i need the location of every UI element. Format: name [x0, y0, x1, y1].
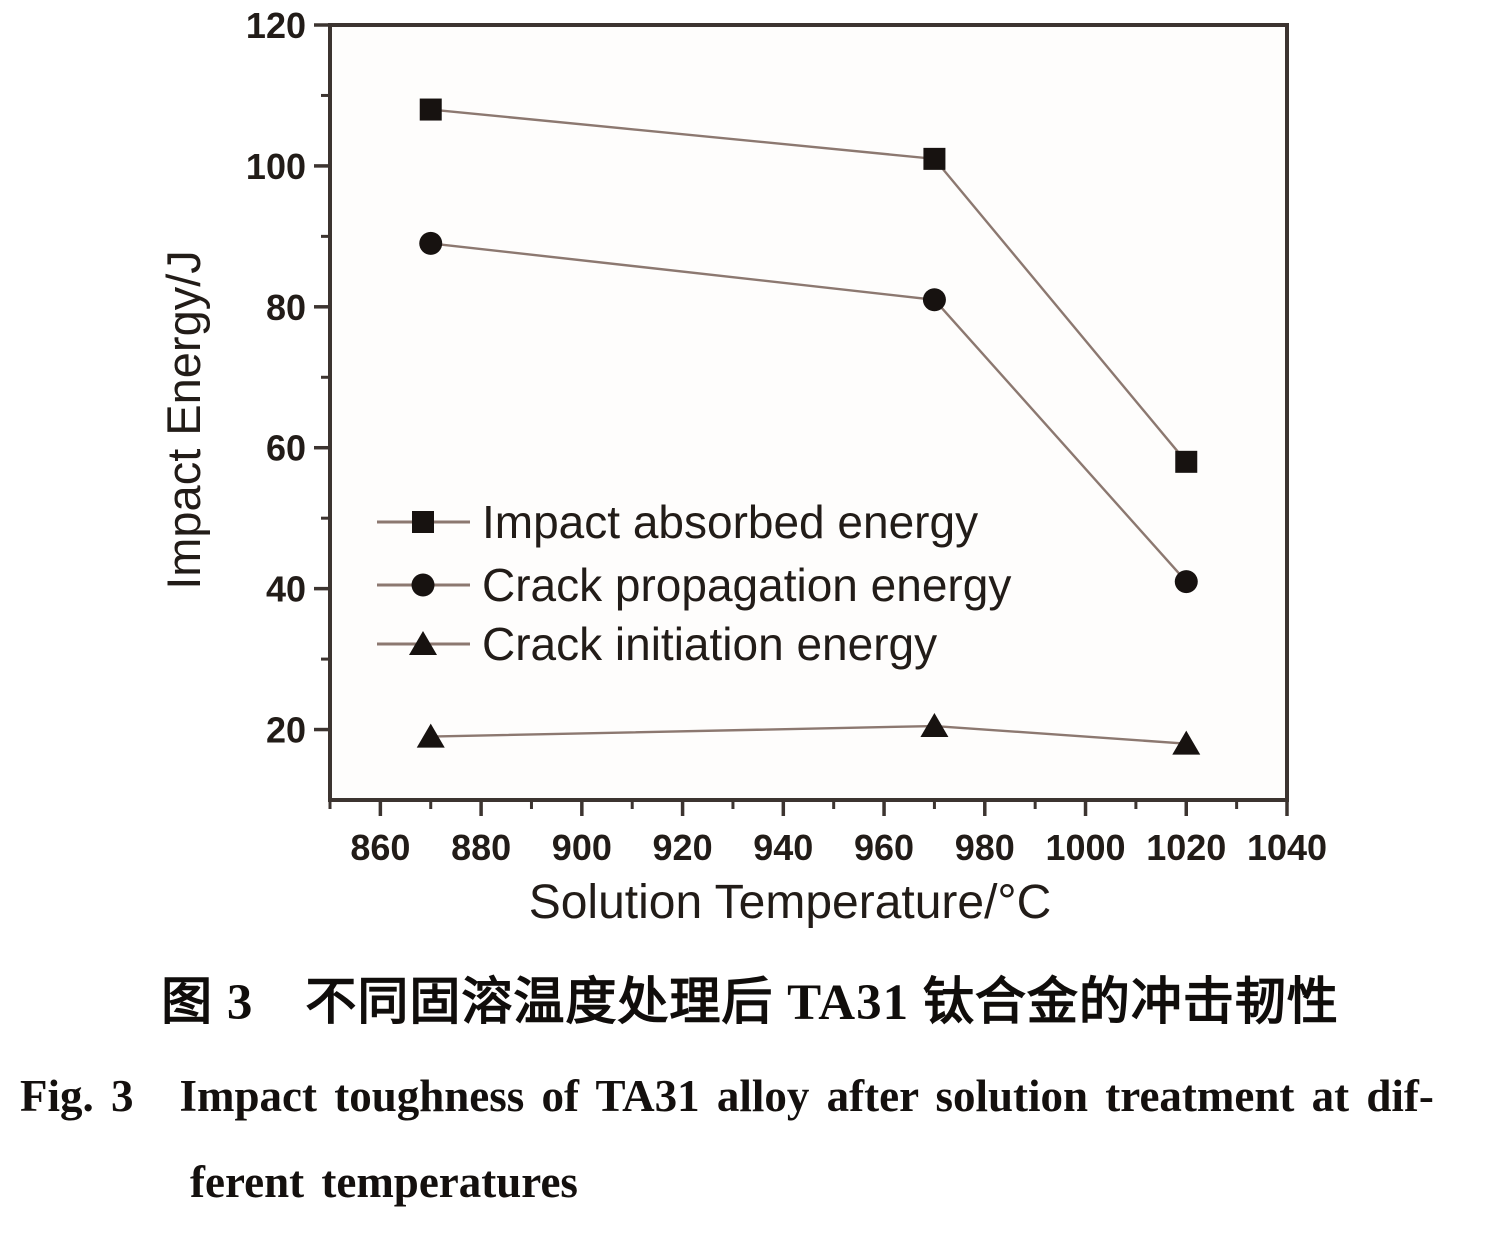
impact-energy-chart: 860 880 900 920 940 960 980 1000 1020 1040 20 40 60 8…	[157, 5, 1327, 929]
marker-circle-crack-propagation-energy	[1174, 570, 1198, 594]
y-axis-label: Impact Energy/J	[157, 250, 210, 590]
x-tick-label: 940	[753, 827, 813, 868]
x-tick-label: 880	[451, 827, 511, 868]
x-tick-label: 1020	[1146, 827, 1226, 868]
marker-square-impact-absorbed-energy	[1175, 450, 1198, 473]
caption-chinese: 图 3 不同固溶温度处理后 TA31 钛合金的冲击韧性	[161, 975, 1339, 1031]
caption-english-line1: Fig. 3 Impact toughness of TA31 alloy aft…	[20, 1070, 1490, 1122]
legend-label-crack-initiation-energy: Crack initiation energy	[482, 618, 937, 670]
legend-marker-triangle	[409, 631, 437, 655]
x-tick-label: 1040	[1247, 827, 1327, 868]
marker-square-impact-absorbed-energy	[419, 98, 442, 121]
y-tick-label: 40	[266, 569, 306, 610]
legend-label-crack-propagation-energy: Crack propagation energy	[482, 559, 1011, 611]
legend-label-impact-absorbed-energy: Impact absorbed energy	[482, 496, 978, 548]
y-tick-label: 100	[246, 146, 306, 187]
x-tick-label: 980	[955, 827, 1015, 868]
y-tick-label: 80	[266, 287, 306, 328]
plot-border	[328, 23, 1289, 802]
caption-english-line2: ferent temperatures	[190, 1157, 578, 1207]
marker-square-impact-absorbed-energy	[923, 147, 946, 170]
marker-circle-crack-propagation-energy	[922, 288, 946, 312]
y-tick-label: 120	[246, 5, 306, 46]
marker-triangle-crack-initiation-energy	[416, 723, 445, 748]
legend-marker-square	[412, 511, 434, 533]
marker-triangle-crack-initiation-energy	[1172, 730, 1201, 755]
caption-english-line1-text: Impact toughness of TA31 alloy after sol…	[179, 1071, 1434, 1121]
x-axis-label: Solution Temperature/°C	[529, 876, 1052, 929]
x-tick-label: 920	[653, 827, 713, 868]
y-tick-label: 60	[266, 428, 306, 469]
marker-triangle-crack-initiation-energy	[920, 713, 949, 738]
marker-circle-crack-propagation-energy	[419, 231, 443, 255]
x-tick-label: 1000	[1045, 827, 1125, 868]
x-tick-label: 960	[854, 827, 914, 868]
caption-fig-label: Fig. 3	[20, 1071, 134, 1121]
x-tick-label: 900	[552, 827, 612, 868]
legend-marker-circle	[411, 573, 435, 597]
y-tick-label: 20	[266, 710, 306, 751]
x-tick-label: 860	[350, 827, 410, 868]
